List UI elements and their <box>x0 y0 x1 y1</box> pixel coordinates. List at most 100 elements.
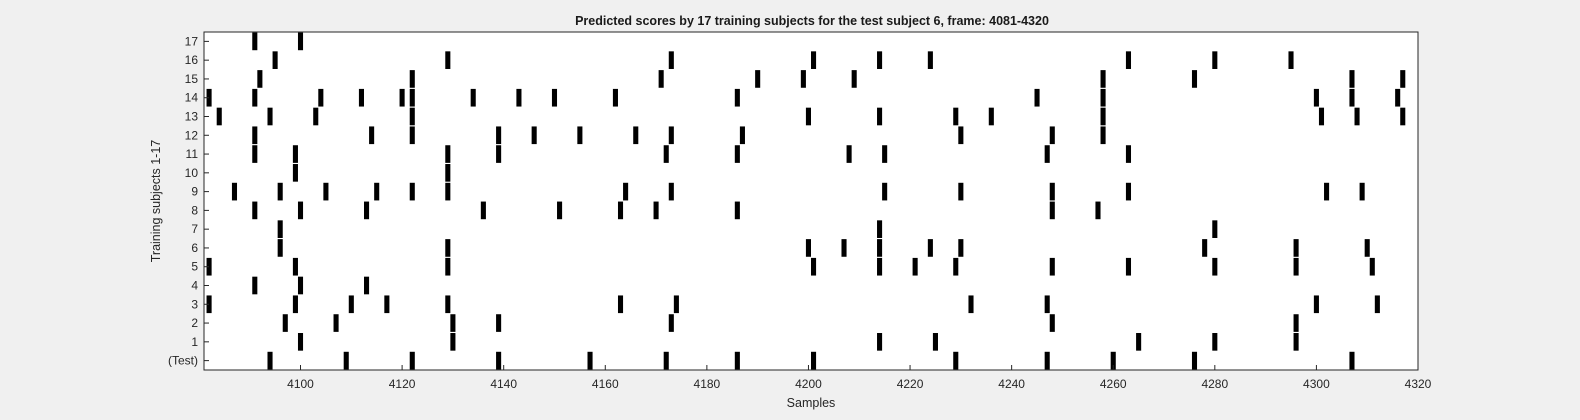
event-mark <box>1100 107 1106 126</box>
event-mark <box>617 201 624 220</box>
y-tick-label: 17 <box>185 34 199 48</box>
event-mark <box>882 182 888 201</box>
event-mark <box>932 333 938 351</box>
event-mark <box>445 239 451 257</box>
event-mark <box>252 145 258 163</box>
event-mark <box>617 295 624 314</box>
x-tick-label: 4160 <box>592 377 619 391</box>
event-mark <box>1191 351 1198 370</box>
event-mark <box>409 351 415 370</box>
event-mark <box>374 182 380 201</box>
event-mark <box>1364 239 1370 257</box>
y-tick-label: 6 <box>191 241 198 255</box>
y-tick-label: 10 <box>185 166 199 180</box>
y-axis-label: Training subjects 1-17 <box>149 140 163 263</box>
x-tick-label: 4180 <box>694 377 721 391</box>
event-mark <box>496 126 502 145</box>
event-mark <box>272 51 278 69</box>
event-mark <box>1095 201 1101 220</box>
event-mark <box>877 257 883 276</box>
event-mark <box>668 182 674 201</box>
event-mark <box>587 351 593 370</box>
event-mark <box>277 239 283 257</box>
event-mark <box>658 70 664 88</box>
event-mark <box>206 295 212 314</box>
event-mark <box>1349 70 1355 88</box>
event-mark <box>409 88 415 107</box>
event-mark <box>369 126 375 145</box>
x-tick-label: 4280 <box>1201 377 1228 391</box>
event-mark <box>851 70 857 88</box>
y-tick-label: 2 <box>191 316 198 330</box>
event-mark <box>292 257 298 276</box>
y-tick-label: 14 <box>185 91 199 105</box>
event-mark <box>1136 333 1142 351</box>
x-tick-label: 4100 <box>287 377 314 391</box>
event-mark <box>1034 88 1040 107</box>
event-mark <box>348 295 354 314</box>
event-mark <box>313 107 319 126</box>
y-tick-label: 15 <box>185 72 199 86</box>
event-mark <box>1110 351 1116 370</box>
event-mark <box>811 351 817 370</box>
event-mark <box>384 295 390 314</box>
event-mark <box>297 32 304 51</box>
event-mark <box>231 182 238 201</box>
chart-title: Predicted scores by 17 training subjects… <box>575 14 1049 28</box>
event-mark <box>551 88 558 107</box>
event-mark <box>496 314 502 332</box>
event-mark <box>1318 107 1325 126</box>
event-mark <box>1044 351 1050 370</box>
y-tick-label: 9 <box>191 185 198 199</box>
x-tick-label: 4220 <box>897 377 924 391</box>
event-mark <box>496 145 502 163</box>
event-mark <box>292 295 298 314</box>
event-mark <box>343 351 349 370</box>
y-tick-label: 11 <box>186 147 199 161</box>
plot-area <box>204 32 1418 370</box>
event-mark <box>912 257 918 276</box>
event-mark <box>399 88 405 107</box>
event-mark <box>668 126 674 145</box>
event-mark <box>1293 239 1299 257</box>
event-mark <box>1400 107 1406 126</box>
event-mark <box>277 182 283 201</box>
y-tick-label: 5 <box>191 260 198 274</box>
event-mark <box>445 295 451 314</box>
event-mark <box>668 51 674 69</box>
event-mark <box>409 107 415 126</box>
event-mark <box>1049 257 1055 276</box>
event-mark <box>1293 333 1299 351</box>
event-mark <box>318 88 324 107</box>
event-mark <box>846 145 852 163</box>
event-mark <box>1293 314 1299 332</box>
event-mark <box>1125 145 1132 163</box>
event-mark <box>668 314 674 332</box>
event-mark <box>297 201 304 220</box>
event-mark <box>663 145 669 163</box>
event-mark <box>734 201 740 220</box>
event-mark <box>1044 295 1050 314</box>
event-mark <box>496 351 502 370</box>
event-mark <box>470 88 476 107</box>
event-mark <box>1212 220 1218 238</box>
event-mark <box>623 182 629 201</box>
event-mark <box>1202 239 1208 257</box>
event-mark <box>292 145 298 163</box>
event-mark <box>577 126 583 145</box>
event-mark <box>450 333 456 351</box>
event-mark <box>1049 314 1055 332</box>
x-axis-label: Samples <box>787 396 836 410</box>
event-mark <box>450 314 456 332</box>
event-mark <box>958 239 964 257</box>
event-mark <box>445 257 451 276</box>
event-mark <box>800 70 806 88</box>
event-mark <box>1313 88 1319 107</box>
event-mark <box>1369 257 1375 276</box>
y-tick-label: 16 <box>185 53 199 67</box>
event-mark <box>480 201 486 220</box>
event-mark <box>252 201 258 220</box>
event-mark <box>445 164 451 182</box>
event-mark <box>1125 257 1132 276</box>
event-mark <box>252 126 258 145</box>
